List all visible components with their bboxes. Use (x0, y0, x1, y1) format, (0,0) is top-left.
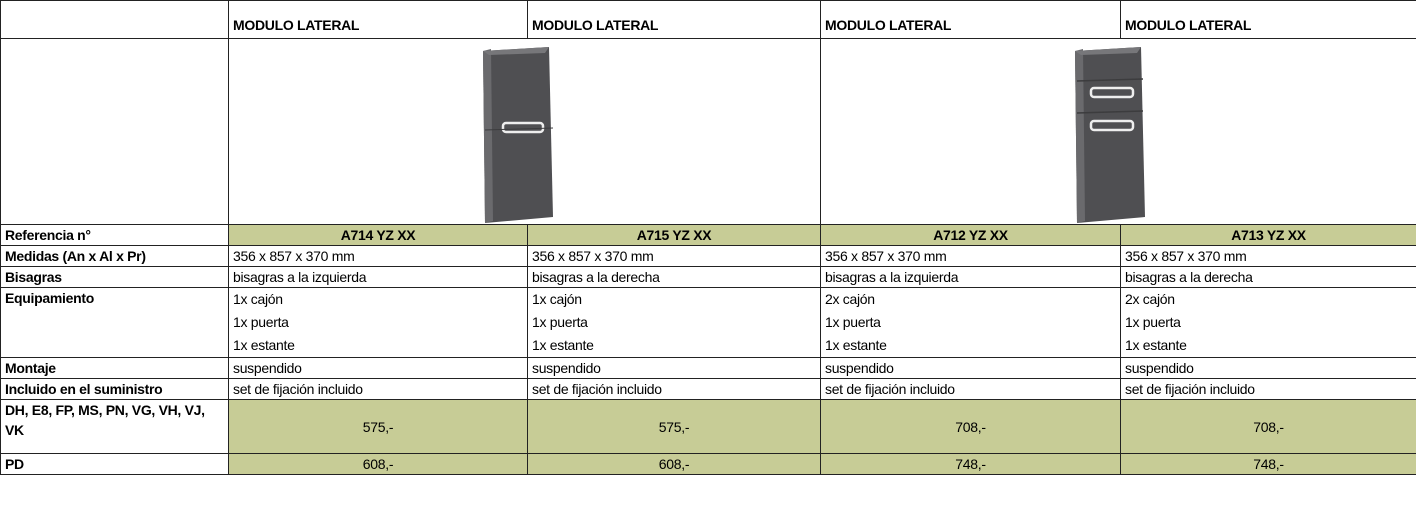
cell: A714 YZ XX (228, 224, 528, 246)
cell: A712 YZ XX (820, 224, 1121, 246)
cell-line: 1x puerta (825, 314, 881, 330)
image-cell (0, 38, 229, 225)
column-header: MODULO LATERAL (527, 0, 821, 39)
column-header: MODULO LATERAL (1120, 0, 1416, 39)
image-cell (228, 38, 821, 225)
cell: suspendido (820, 357, 1121, 379)
cabinet-image (483, 47, 554, 223)
cell: bisagras a la derecha (1120, 266, 1416, 288)
cell: 608,- (228, 453, 528, 475)
cell: 575,- (527, 399, 821, 454)
cell-line: 2x cajón (1125, 291, 1175, 307)
table-row: Bisagras bisagras a la izquierda bisagras … (0, 266, 1416, 288)
row-label: Medidas (An x Al x Pr) (0, 245, 229, 267)
table-row: Referencia n° A714 YZ XX A715 YZ XX A712 YZ… (0, 224, 1416, 246)
cell: 708,- (1120, 399, 1416, 454)
cell: 1x cajón 1x puerta 1x estante (527, 287, 821, 358)
cell-line: 1x puerta (1125, 314, 1181, 330)
cell: suspendido (527, 357, 821, 379)
cell-line: 1x puerta (233, 314, 289, 330)
cell: 708,- (820, 399, 1121, 454)
cell: bisagras a la izquierda (228, 266, 528, 288)
cell: set de fijación incluido (1120, 378, 1416, 400)
corner-cell (0, 0, 229, 39)
row-label: Bisagras (0, 266, 229, 288)
cell: 1x cajón 1x puerta 1x estante (228, 287, 528, 358)
cell: set de fijación incluido (527, 378, 821, 400)
cell-line: 1x cajón (532, 291, 582, 307)
cell: bisagras a la izquierda (820, 266, 1121, 288)
cell: 2x cajón 1x puerta 1x estante (820, 287, 1121, 358)
table-row: Medidas (An x Al x Pr) 356 x 857 x 370 mm… (0, 245, 1416, 267)
table-row: Montaje suspendido suspendido suspendido sus… (0, 357, 1416, 379)
cell: 356 x 857 x 370 mm (820, 245, 1121, 267)
cell: 356 x 857 x 370 mm (228, 245, 528, 267)
cell: set de fijación incluido (820, 378, 1121, 400)
cell: 356 x 857 x 370 mm (1120, 245, 1416, 267)
cell: 2x cajón 1x puerta 1x estante (1120, 287, 1416, 358)
header-row: MODULO LATERAL MODULO LATERAL MODULO LATER… (0, 0, 1416, 39)
cell-line: 1x cajón (233, 291, 283, 307)
cell-line: 1x estante (233, 337, 295, 353)
table-row: DH, E8, FP, MS, PN, VG, VH, VJ, VK 575,- 5… (0, 399, 1416, 454)
column-header: MODULO LATERAL (820, 0, 1121, 39)
cell-line: 1x estante (825, 337, 887, 353)
row-label: DH, E8, FP, MS, PN, VG, VH, VJ, VK (0, 399, 229, 454)
cell-line: 1x estante (1125, 337, 1187, 353)
cell: 748,- (820, 453, 1121, 475)
image-cell (820, 38, 1416, 225)
cabinet-image (1075, 47, 1145, 223)
table-row: Equipamiento 1x cajón 1x puerta 1x estante 1… (0, 287, 1416, 358)
cell-line: 1x puerta (532, 314, 588, 330)
row-label: Equipamiento (0, 287, 229, 358)
cell: suspendido (228, 357, 528, 379)
cell-line: 1x estante (532, 337, 594, 353)
row-label: Incluido en el suministro (0, 378, 229, 400)
cell: 748,- (1120, 453, 1416, 475)
image-row (0, 38, 1416, 225)
cell: 575,- (228, 399, 528, 454)
table-row: PD 608,- 608,- 748,- 748,- (0, 453, 1416, 475)
cell: bisagras a la derecha (527, 266, 821, 288)
cell: suspendido (1120, 357, 1416, 379)
cell: 608,- (527, 453, 821, 475)
product-table: MODULO LATERAL MODULO LATERAL MODULO LATER… (0, 0, 1416, 475)
cell: A715 YZ XX (527, 224, 821, 246)
column-header: MODULO LATERAL (228, 0, 528, 39)
cell: set de fijación incluido (228, 378, 528, 400)
cell: A713 YZ XX (1120, 224, 1416, 246)
cell-line: 2x cajón (825, 291, 875, 307)
row-label: Montaje (0, 357, 229, 379)
table-row: Incluido en el suministro set de fijación… (0, 378, 1416, 400)
row-label: PD (0, 453, 229, 475)
row-label: Referencia n° (0, 224, 229, 246)
cell: 356 x 857 x 370 mm (527, 245, 821, 267)
